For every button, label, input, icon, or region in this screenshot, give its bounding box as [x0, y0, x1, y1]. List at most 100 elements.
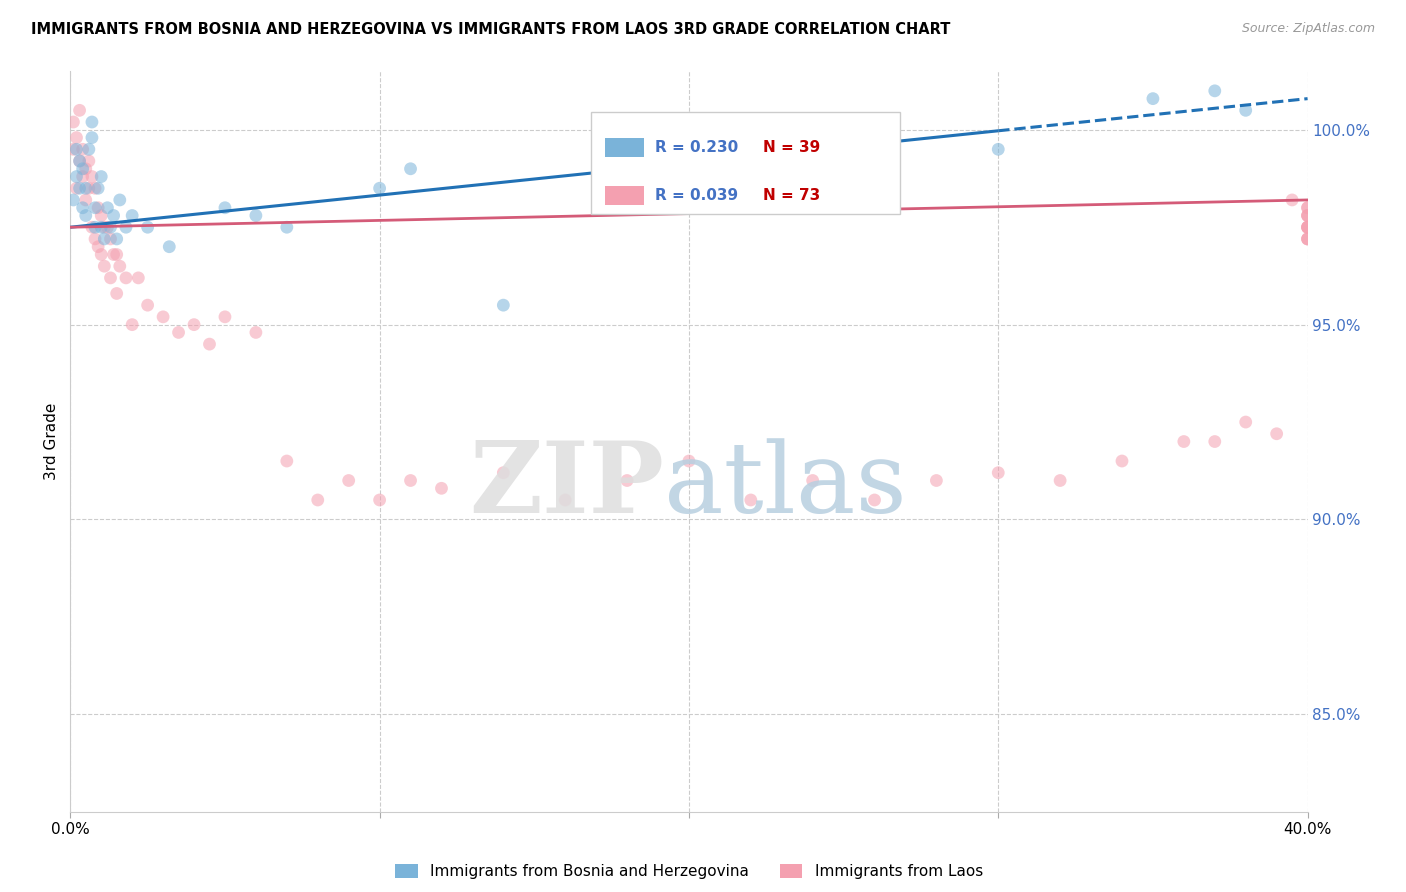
- Point: [198, 337, 221, 351]
- Point: [69, 153, 91, 168]
- Point: [80, 220, 103, 235]
- Point: [62, 193, 84, 207]
- Point: [65, 181, 87, 195]
- Text: N = 73: N = 73: [763, 188, 821, 203]
- Point: [399, 161, 422, 176]
- Text: Source: ZipAtlas.com: Source: ZipAtlas.com: [1241, 22, 1375, 36]
- Point: [245, 326, 267, 340]
- Point: [84, 201, 107, 215]
- Point: [72, 169, 94, 184]
- Point: [1296, 220, 1319, 235]
- Point: [368, 181, 391, 195]
- Point: [1142, 92, 1164, 106]
- Point: [72, 201, 94, 215]
- Text: IMMIGRANTS FROM BOSNIA AND HERZEGOVINA VS IMMIGRANTS FROM LAOS 3RD GRADE CORRELA: IMMIGRANTS FROM BOSNIA AND HERZEGOVINA V…: [31, 22, 950, 37]
- Point: [1296, 220, 1319, 235]
- Point: [103, 247, 125, 261]
- Text: ZIP: ZIP: [470, 437, 664, 534]
- Point: [105, 247, 128, 261]
- Point: [72, 142, 94, 156]
- Point: [105, 232, 128, 246]
- Point: [1234, 103, 1257, 118]
- Text: atlas: atlas: [664, 438, 907, 533]
- Point: [925, 474, 948, 488]
- Point: [121, 209, 143, 223]
- Point: [87, 181, 110, 195]
- Point: [214, 310, 236, 324]
- Point: [136, 220, 159, 235]
- Point: [69, 103, 91, 118]
- Point: [75, 193, 97, 207]
- Point: [616, 474, 638, 488]
- Point: [863, 493, 886, 508]
- Point: [87, 201, 110, 215]
- Point: [1204, 84, 1226, 98]
- Point: [75, 161, 97, 176]
- Point: [103, 209, 125, 223]
- Point: [93, 232, 115, 246]
- FancyBboxPatch shape: [605, 137, 644, 157]
- Point: [93, 220, 115, 235]
- Point: [1111, 454, 1133, 468]
- Point: [183, 318, 205, 332]
- Point: [1296, 232, 1319, 246]
- Point: [75, 209, 97, 223]
- Point: [214, 201, 236, 215]
- Point: [1296, 201, 1319, 215]
- Point: [152, 310, 174, 324]
- Point: [276, 454, 298, 468]
- Point: [1173, 434, 1195, 449]
- Point: [1296, 209, 1319, 223]
- Point: [1296, 220, 1319, 235]
- Point: [1234, 415, 1257, 429]
- Point: [93, 259, 115, 273]
- Point: [121, 318, 143, 332]
- Point: [108, 193, 131, 207]
- FancyBboxPatch shape: [605, 186, 644, 205]
- Point: [115, 271, 138, 285]
- Point: [77, 181, 100, 195]
- Point: [157, 240, 180, 254]
- Point: [80, 130, 103, 145]
- Legend: Immigrants from Bosnia and Herzegovina, Immigrants from Laos: Immigrants from Bosnia and Herzegovina, …: [389, 858, 988, 886]
- Point: [77, 153, 100, 168]
- Point: [167, 326, 190, 340]
- Point: [1265, 426, 1288, 441]
- Point: [87, 240, 110, 254]
- Point: [62, 142, 84, 156]
- Point: [307, 493, 329, 508]
- Point: [430, 481, 453, 495]
- Point: [554, 493, 576, 508]
- Point: [127, 271, 149, 285]
- Point: [108, 259, 131, 273]
- Point: [337, 474, 360, 488]
- Point: [1296, 232, 1319, 246]
- Point: [62, 115, 84, 129]
- Point: [69, 153, 91, 168]
- Point: [801, 474, 824, 488]
- Point: [678, 454, 700, 468]
- Point: [72, 161, 94, 176]
- Point: [245, 209, 267, 223]
- Point: [492, 298, 515, 312]
- Point: [90, 247, 112, 261]
- Point: [65, 169, 87, 184]
- Point: [115, 220, 138, 235]
- Point: [65, 142, 87, 156]
- Text: R = 0.039: R = 0.039: [655, 188, 738, 203]
- Point: [1296, 232, 1319, 246]
- Point: [105, 286, 128, 301]
- Point: [96, 220, 118, 235]
- Point: [368, 493, 391, 508]
- Point: [136, 298, 159, 312]
- Point: [1281, 193, 1303, 207]
- Point: [84, 220, 107, 235]
- Point: [77, 142, 100, 156]
- Point: [1296, 209, 1319, 223]
- Point: [75, 181, 97, 195]
- Point: [80, 169, 103, 184]
- Point: [90, 209, 112, 223]
- Text: R = 0.230: R = 0.230: [655, 140, 738, 155]
- Point: [492, 466, 515, 480]
- Point: [100, 232, 122, 246]
